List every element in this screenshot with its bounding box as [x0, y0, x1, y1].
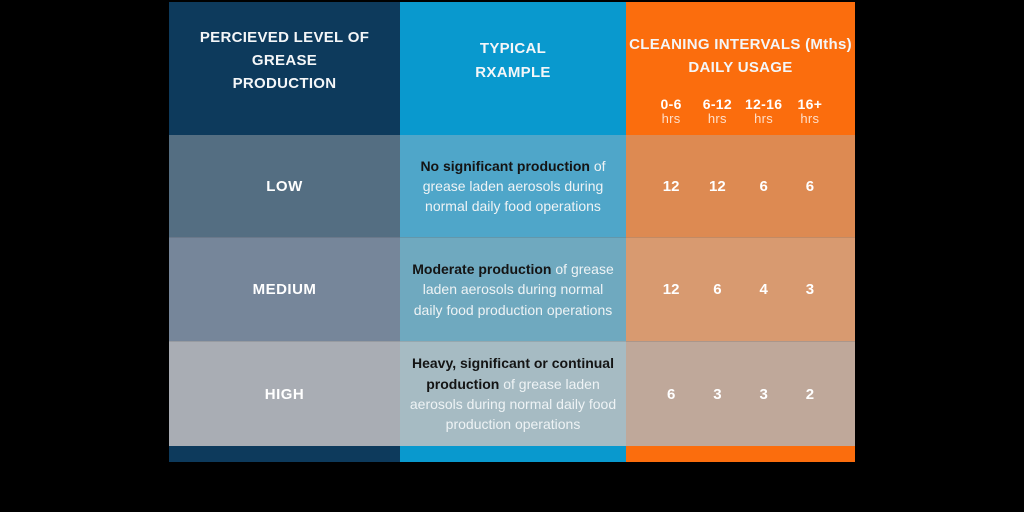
cell-description-medium: Moderate production of grease laden aero…	[400, 237, 626, 341]
interval-value: 3	[805, 281, 815, 298]
cell-level-high: HIGH	[169, 341, 400, 446]
footer-band-blue	[400, 446, 626, 462]
usage-unit: hrs	[707, 111, 727, 127]
interval-grid-high: 6 3 3 2	[626, 386, 855, 403]
usage-unit: hrs	[800, 111, 820, 127]
interval-value: 6	[713, 281, 722, 298]
header-example-line2: RXAMPLE	[475, 63, 551, 81]
interval-value: 2	[805, 385, 815, 403]
description-low-rest: of grease laden aerosols during normal d…	[422, 157, 606, 215]
interval-value: 3	[713, 385, 722, 403]
usage-subheader-row: 0-6 hrs 6-12 hrs 12-16 hrs 16+ hrs	[626, 96, 855, 135]
footer-band-navy	[169, 446, 400, 462]
level-label-low: LOW	[266, 177, 303, 195]
header-grease-line1: PERCIEVED LEVEL OF GREASE	[199, 28, 370, 69]
header-intervals-line1: CLEANING INTERVALS (Mths)	[629, 36, 852, 53]
usage-range: 6-12	[702, 95, 732, 112]
cell-intervals-medium: 12 6 4 3	[626, 237, 855, 341]
usage-unit: hrs	[754, 111, 774, 127]
usage-unit: hrs	[661, 111, 681, 127]
cleaning-intervals-table: PERCIEVED LEVEL OF GREASE PRODUCTION TYP…	[169, 2, 855, 462]
description-low-bold: No significant production	[420, 157, 590, 174]
interval-value: 6	[805, 177, 815, 195]
description-high: Heavy, significant or continual producti…	[408, 353, 618, 434]
interval-value: 12	[662, 177, 680, 195]
interval-value: 12	[709, 177, 726, 195]
header-grease-production-level: PERCIEVED LEVEL OF GREASE PRODUCTION	[169, 2, 400, 135]
usage-col-16plus: 16+ hrs	[787, 96, 833, 127]
cell-intervals-high: 6 3 3 2	[626, 341, 855, 446]
usage-col-6-12: 6-12 hrs	[694, 96, 740, 127]
cell-level-low: LOW	[169, 135, 400, 237]
description-medium-rest: of grease laden aerosols during normal d…	[413, 261, 614, 318]
cell-description-high: Heavy, significant or continual producti…	[400, 341, 626, 446]
interval-value: 6	[759, 177, 768, 195]
interval-value: 12	[662, 281, 680, 298]
interval-grid-medium: 12 6 4 3	[626, 281, 855, 298]
header-cleaning-intervals: CLEANING INTERVALS (Mths) DAILY USAGE 0-…	[626, 2, 855, 135]
description-high-rest: of grease laden aerosols during normal d…	[409, 375, 617, 433]
usage-col-12-16: 12-16 hrs	[741, 96, 787, 127]
usage-col-0-6: 0-6 hrs	[648, 96, 694, 127]
usage-range: 12-16	[744, 95, 783, 112]
cell-description-low: No significant production of grease lade…	[400, 135, 626, 237]
description-high-bold: Heavy, significant or continual producti…	[411, 355, 614, 392]
interval-grid-low: 12 12 6 6	[626, 178, 855, 195]
cell-level-medium: MEDIUM	[169, 237, 400, 341]
header-example-line1: TYPICAL	[479, 40, 547, 58]
footer-band-orange	[626, 446, 855, 462]
level-label-medium: MEDIUM	[252, 281, 317, 298]
interval-value: 6	[666, 385, 676, 403]
usage-range: 16+	[797, 95, 823, 112]
interval-value: 4	[759, 281, 768, 298]
interval-value: 3	[759, 385, 768, 403]
description-medium-bold: Moderate production	[412, 261, 552, 278]
level-label-high: HIGH	[264, 385, 305, 403]
description-low: No significant production of grease lade…	[408, 156, 618, 217]
header-typical-example: TYPICAL RXAMPLE	[400, 2, 626, 135]
description-medium: Moderate production of grease laden aero…	[408, 259, 618, 320]
usage-range: 0-6	[660, 95, 682, 112]
header-intervals-line2: DAILY USAGE	[688, 58, 793, 76]
header-grease-line2: PRODUCTION	[232, 75, 337, 93]
cell-intervals-low: 12 12 6 6	[626, 135, 855, 237]
